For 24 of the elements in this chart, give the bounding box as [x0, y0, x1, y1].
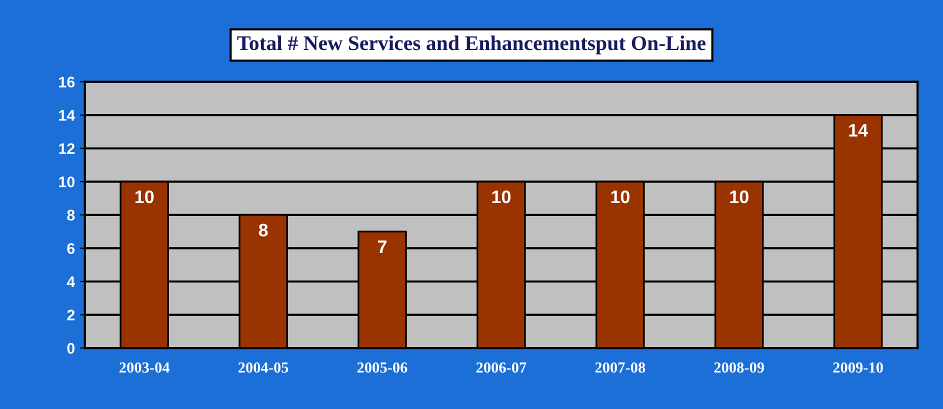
y-tick-label: 14	[59, 110, 76, 121]
data-label: 7	[378, 240, 386, 253]
x-tick-label: 2007-08	[595, 362, 646, 373]
y-tick-label: 0	[67, 342, 75, 354]
data-label: 10	[611, 190, 630, 204]
y-tick-label: 2	[67, 310, 75, 320]
data-label: 14	[849, 124, 868, 136]
chart-title: Total # New Services and Enhancementsput On-Line	[237, 36, 706, 54]
y-tick-label: 12	[59, 143, 75, 154]
data-label: 8	[258, 224, 268, 237]
x-tick-label: 2006-07	[476, 362, 526, 373]
y-tick-label: 8	[67, 210, 75, 221]
data-label: 10	[492, 190, 511, 204]
x-tick-label: 2009-10	[833, 362, 883, 373]
x-tick-label: 2003-04	[120, 362, 170, 373]
x-tick-label: 2005-06	[357, 362, 408, 373]
x-tick-label: 2004-05	[238, 362, 288, 373]
y-tick-label: 10	[59, 176, 75, 188]
data-label: 10	[730, 190, 748, 204]
y-tick-label: 16	[59, 76, 75, 88]
y-tick-label: 6	[67, 243, 75, 254]
y-tick-label: 4	[66, 276, 76, 288]
x-tick-label: 2008-09	[714, 362, 764, 373]
data-label: 10	[135, 190, 154, 204]
